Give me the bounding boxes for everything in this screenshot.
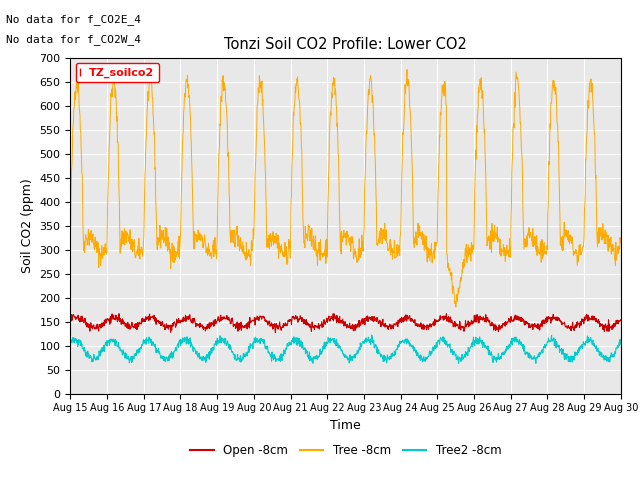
Tree2 -8cm — [67, 336, 74, 342]
Open -8cm — [67, 320, 74, 326]
Line: Tree -8cm: Tree -8cm — [70, 70, 621, 307]
Tree -8cm — [431, 247, 439, 253]
Tree2 -8cm — [368, 332, 376, 338]
Line: Open -8cm: Open -8cm — [70, 314, 621, 333]
X-axis label: Time: Time — [330, 419, 361, 432]
Tree2 -8cm — [552, 345, 560, 351]
Open -8cm — [176, 319, 184, 325]
Open -8cm — [115, 311, 123, 317]
Open -8cm — [552, 317, 560, 323]
Tree -8cm — [504, 248, 511, 254]
Open -8cm — [251, 316, 259, 322]
Tree2 -8cm — [250, 335, 258, 341]
Tree -8cm — [110, 67, 118, 72]
Tree -8cm — [176, 244, 184, 250]
Tree2 -8cm — [431, 346, 439, 352]
Line: Tree2 -8cm: Tree2 -8cm — [70, 335, 621, 363]
Text: No data for f_CO2W_4: No data for f_CO2W_4 — [6, 34, 141, 45]
Open -8cm — [271, 330, 279, 336]
Open -8cm — [432, 317, 440, 323]
Legend: Open -8cm, Tree -8cm, Tree2 -8cm: Open -8cm, Tree -8cm, Tree2 -8cm — [185, 439, 506, 462]
Tree2 -8cm — [504, 344, 511, 349]
Tree -8cm — [67, 239, 74, 245]
Open -8cm — [504, 319, 511, 325]
Text: No data for f_CO2E_4: No data for f_CO2E_4 — [6, 14, 141, 25]
Tree2 -8cm — [532, 360, 540, 366]
Tree -8cm — [617, 238, 625, 243]
Open -8cm — [189, 316, 197, 322]
Tree -8cm — [251, 195, 259, 201]
Tree -8cm — [552, 91, 560, 96]
Y-axis label: Soil CO2 (ppm): Soil CO2 (ppm) — [21, 178, 34, 273]
Title: Tonzi Soil CO2 Profile: Lower CO2: Tonzi Soil CO2 Profile: Lower CO2 — [224, 37, 467, 52]
Tree -8cm — [452, 304, 460, 310]
Tree2 -8cm — [617, 340, 625, 346]
Tree2 -8cm — [175, 338, 183, 344]
Tree -8cm — [189, 223, 197, 228]
Open -8cm — [617, 317, 625, 323]
Tree2 -8cm — [189, 344, 196, 349]
